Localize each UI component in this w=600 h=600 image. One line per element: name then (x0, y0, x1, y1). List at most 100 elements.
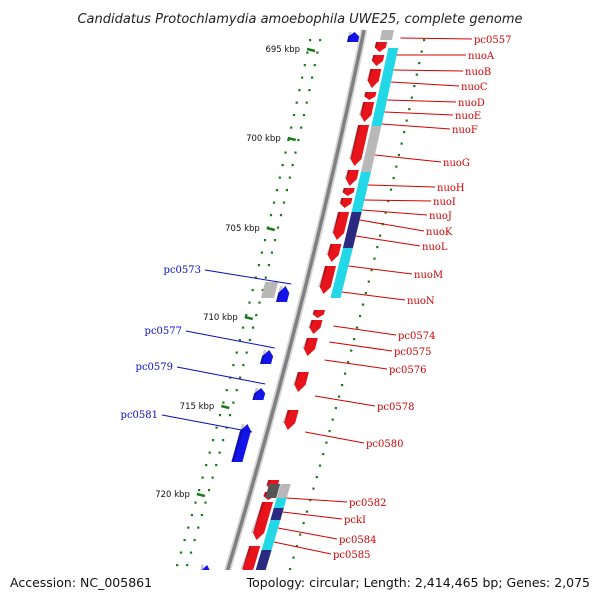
accession-text: Accession: NC_005861 (10, 575, 152, 590)
gc-dot-inner (222, 439, 225, 442)
forward-gene-arrow (319, 266, 336, 294)
leader-line (393, 69, 464, 72)
kbp-tick-mark (266, 226, 276, 232)
map-title: Candidatus Protochlamydia amoebophila UW… (77, 12, 522, 27)
gc-dot-inner2 (194, 501, 197, 504)
gc-dot-outer (305, 510, 308, 513)
forward-gene-arrow (367, 69, 382, 88)
gc-dot-inner2 (212, 439, 215, 442)
gc-dot-inner (302, 114, 306, 117)
gc-dot-outer (350, 349, 353, 352)
gc-dot-outer (356, 326, 359, 329)
gc-dot-inner2 (295, 101, 298, 104)
forward-gene-arrow-shade (326, 244, 333, 255)
leader-line (387, 99, 457, 103)
forward-gene-arrow (345, 170, 359, 186)
leader-line (362, 209, 428, 216)
gc-dot-outer (367, 280, 370, 283)
leader-line (391, 81, 460, 87)
gc-dot-outer (292, 556, 295, 559)
gc-dot-outer (337, 395, 341, 398)
gc-dot-inner2 (222, 401, 225, 404)
gc-dot-inner (239, 376, 242, 379)
gc-dot-outer (353, 338, 356, 341)
kbp-tick-mark (244, 315, 254, 321)
gc-dot-outer (347, 361, 350, 364)
gc-dot-outer (397, 154, 401, 157)
cog-category-band (273, 498, 287, 508)
gc-dot-outer (392, 177, 395, 180)
forward-gene-arrow-shade (358, 102, 366, 115)
forward-gene-arrow (342, 188, 355, 196)
forward-gene-arrow (294, 372, 309, 392)
gc-dot-outer (400, 142, 403, 145)
gene-label-nuoM: nuoM (414, 270, 443, 281)
gene-label-pc0574: pc0574 (398, 331, 435, 342)
gc-dot-inner (208, 489, 211, 492)
gene-segment-dark (265, 484, 281, 498)
leader-line-blue (161, 414, 253, 433)
kbp-tick-label: 700 kbp (246, 134, 281, 144)
gc-dot-inner (197, 526, 200, 529)
backbone-shadow (215, 29, 368, 600)
gc-dot-inner2 (179, 551, 183, 554)
forward-gene-arrow-shade (240, 546, 252, 569)
gc-dot-inner (252, 326, 255, 329)
gc-dot-inner2 (251, 289, 254, 292)
gc-dot-inner (255, 314, 258, 317)
kbp-tick-label: 710 kbp (203, 313, 238, 323)
forward-gene-arrow (350, 125, 370, 166)
gene-label-pc0577: pc0577 (145, 326, 182, 337)
reverse-gene-arrow (260, 350, 274, 364)
gene-label-pc0585: pc0585 (333, 550, 370, 561)
gc-dot-outer (309, 499, 312, 502)
reverse-gene-arrow-shade (252, 388, 259, 400)
leader-line-blue (204, 269, 292, 285)
forward-gene-arrow-shade (262, 492, 268, 497)
forward-gene-arrow-shade (302, 338, 310, 349)
forward-gene-arrow-shade (265, 480, 271, 486)
gc-dot-outer (389, 188, 393, 191)
gc-dot-inner (300, 126, 303, 129)
gc-dot-inner2 (287, 139, 290, 142)
gc-dot-inner2 (269, 214, 273, 217)
leader-line (305, 431, 365, 444)
gc-dot-outer (328, 430, 331, 433)
gene-label-pc0578: pc0578 (377, 402, 414, 413)
forward-gene-arrow (374, 42, 387, 52)
gc-dot-inner2 (183, 539, 186, 542)
gc-dot-inner2 (303, 64, 306, 67)
gc-dot-inner (316, 51, 319, 54)
forward-gene-arrow-shade (312, 310, 317, 315)
kbp-tick-label: 695 kbp (265, 45, 300, 55)
gc-dot-inner2 (242, 326, 245, 329)
reverse-gene-gray (261, 282, 279, 298)
gene-label-nuoE: nuoE (455, 111, 481, 122)
gc-dot-inner2 (263, 239, 267, 242)
leader-line (273, 541, 332, 555)
gc-dot-inner2 (190, 514, 193, 517)
leader-line (286, 497, 348, 503)
gc-dot-outer (302, 522, 305, 525)
gc-dot-outer (410, 96, 413, 99)
gene-label-nuoI: nuoI (433, 197, 456, 208)
forward-gene-arrow-shade (282, 410, 291, 423)
reverse-gene-arrow (252, 388, 266, 400)
footer-background (0, 570, 600, 600)
forward-gene-arrow-shade (251, 502, 265, 533)
reverse-gene-arrow (347, 32, 360, 42)
gc-dot-outer (418, 62, 421, 65)
gc-dot-inner (282, 201, 286, 204)
gc-dot-outer (325, 441, 328, 444)
forward-gene-arrow (309, 320, 323, 334)
gc-dot-outer (403, 131, 406, 134)
gc-dot-inner2 (245, 314, 248, 317)
forward-gene-arrow-shade (363, 92, 368, 97)
leader-line (277, 527, 338, 540)
forward-gene-arrow-shade (318, 266, 328, 287)
topology-text: Topology: circular; Length: 2,414,465 bp… (246, 575, 590, 590)
gc-dot-inner2 (215, 426, 218, 429)
gc-dot-inner (288, 176, 291, 179)
gene-label-pc0579: pc0579 (136, 362, 173, 373)
cog-category-band (330, 248, 353, 298)
